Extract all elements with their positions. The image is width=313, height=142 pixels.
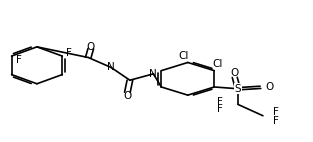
Text: F: F <box>217 97 223 106</box>
Text: O: O <box>265 82 273 92</box>
Text: S: S <box>234 84 241 94</box>
Text: Cl: Cl <box>179 51 189 61</box>
Text: O: O <box>123 91 131 101</box>
Text: Cl: Cl <box>213 59 223 69</box>
Text: N: N <box>150 69 157 79</box>
Text: N: N <box>107 62 115 72</box>
Text: O: O <box>87 42 95 52</box>
Text: F: F <box>217 104 223 114</box>
Text: F: F <box>66 48 72 58</box>
Text: F: F <box>273 107 279 117</box>
Text: F: F <box>273 116 279 126</box>
Text: O: O <box>231 68 239 78</box>
Text: F: F <box>16 55 21 65</box>
